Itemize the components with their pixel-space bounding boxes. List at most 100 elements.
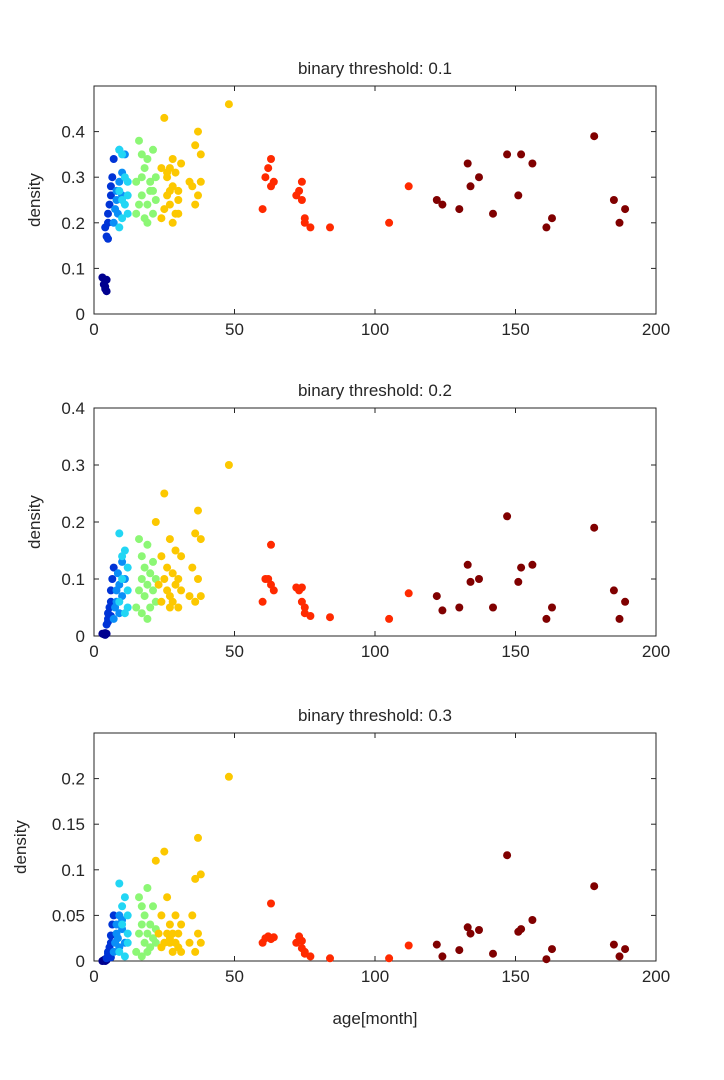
series-group5 (132, 884, 160, 961)
data-point (154, 929, 163, 938)
data-point (300, 603, 309, 612)
data-point (118, 575, 127, 583)
data-point (160, 489, 169, 498)
series-group6 (157, 100, 233, 227)
data-point (385, 954, 394, 963)
series-group6 (151, 461, 233, 612)
data-point (108, 173, 117, 182)
data-point (194, 929, 202, 938)
data-point (115, 597, 124, 606)
x-tick-label: 150 (501, 967, 529, 986)
data-point (261, 173, 270, 182)
series-group9 (432, 132, 630, 232)
data-point (151, 597, 160, 606)
data-point (137, 575, 146, 583)
data-point (149, 209, 157, 218)
data-point (542, 614, 551, 623)
data-point (115, 947, 124, 956)
data-point (475, 173, 483, 182)
data-point (503, 512, 512, 521)
series-group7 (258, 899, 334, 963)
data-point (171, 911, 180, 920)
data-point (489, 603, 497, 612)
data-point (191, 597, 200, 606)
data-point (157, 597, 166, 606)
data-point (149, 586, 157, 595)
data-point (115, 879, 124, 888)
data-point (140, 911, 149, 920)
data-point (113, 569, 122, 578)
data-point (517, 925, 526, 934)
x-tick-label: 200 (642, 642, 670, 661)
data-point (528, 916, 537, 924)
data-point (118, 150, 127, 159)
series-group7 (258, 155, 334, 232)
data-point (108, 575, 117, 583)
data-point (514, 191, 523, 200)
data-point (143, 155, 152, 163)
data-point (267, 155, 275, 163)
x-tick-label: 100 (361, 642, 389, 661)
data-point (132, 209, 141, 218)
data-point (132, 603, 141, 612)
plot-panel-1: binary threshold: 0.1 0 50 100 150 200 0 0.1 0.2… (25, 59, 670, 339)
data-point (191, 529, 200, 538)
data-point (455, 946, 464, 955)
data-point (123, 929, 132, 938)
y-tick-label: 0.15 (52, 815, 85, 834)
data-point (135, 893, 143, 902)
data-point (174, 603, 183, 612)
data-point (118, 902, 127, 911)
data-point (109, 155, 118, 163)
data-point (143, 540, 152, 549)
data-point (106, 182, 115, 191)
data-point (101, 223, 110, 232)
data-point (151, 173, 160, 182)
data-point (160, 575, 169, 583)
data-point (123, 911, 132, 920)
data-point (165, 186, 174, 195)
data-point (106, 586, 115, 595)
axes-box (93, 407, 657, 637)
series-group7 (258, 540, 334, 622)
data-point (143, 884, 152, 892)
data-point (143, 218, 152, 227)
data-point (115, 186, 124, 195)
x-tick-label: 200 (642, 967, 670, 986)
data-point (143, 947, 152, 956)
y-axis-label: density (25, 495, 44, 549)
data-point (404, 182, 413, 191)
data-point (463, 923, 472, 932)
data-point (438, 606, 447, 615)
data-point (115, 223, 124, 232)
data-point (590, 523, 599, 532)
data-point (295, 186, 304, 195)
data-point (306, 612, 315, 620)
data-point (306, 223, 315, 232)
chart-title: binary threshold: 0.3 (298, 706, 452, 725)
x-tick-label: 0 (89, 320, 98, 339)
data-point (455, 205, 464, 214)
data-point (196, 592, 205, 601)
data-point (188, 182, 197, 191)
data-point (115, 609, 124, 618)
data-point (165, 603, 174, 612)
data-point (196, 938, 205, 947)
series-group1 (98, 273, 111, 296)
data-point (174, 209, 183, 218)
data-point (517, 563, 526, 572)
y-tick-label: 0.3 (61, 168, 85, 187)
data-point (590, 882, 599, 891)
series-group4 (115, 529, 132, 618)
data-point (135, 586, 143, 595)
data-point (163, 893, 172, 902)
data-point (489, 209, 497, 218)
series-group6 (151, 772, 233, 956)
data-point (503, 150, 512, 159)
data-point (326, 223, 334, 232)
data-point (135, 136, 143, 145)
data-point (163, 168, 172, 177)
data-point (438, 200, 447, 209)
data-point (466, 577, 475, 586)
